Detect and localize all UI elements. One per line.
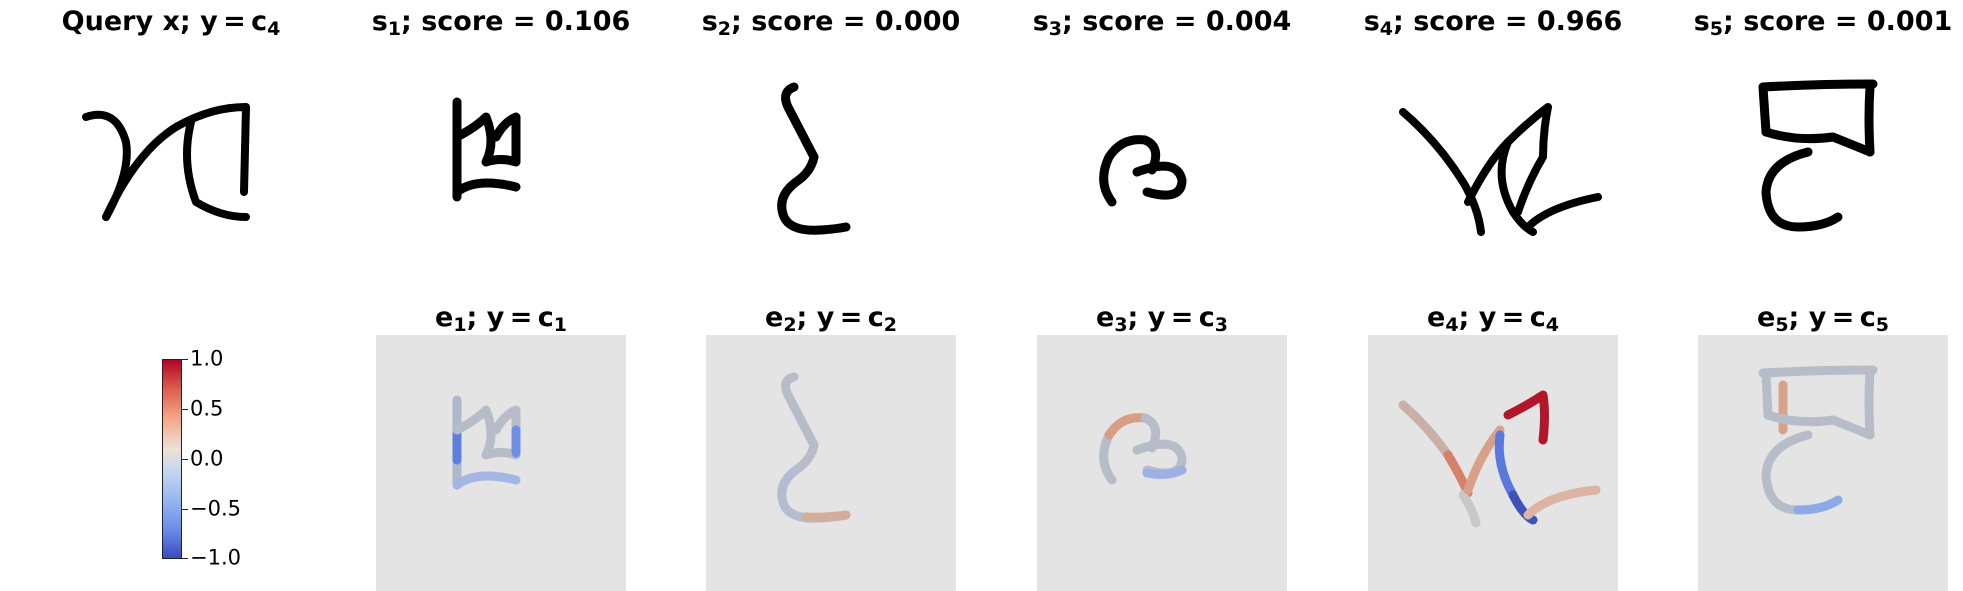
explanation-1-e-sub: 1 (453, 314, 467, 336)
support-4-score: ; score = 0.966 (1393, 6, 1623, 37)
support-2-glyph-image (777, 82, 851, 235)
query-title-sub: 4 (267, 18, 281, 40)
explanation-5-heatmap (1698, 335, 1948, 591)
colorbar (162, 359, 182, 559)
explanation-5-y: ; y = c (1788, 302, 1876, 333)
support-4-title: s4; score = 0.966 (1364, 8, 1623, 39)
support-2-title: s2; score = 0.000 (702, 8, 961, 39)
support-4-s: s (1363, 6, 1380, 37)
support-3-s-sub: 3 (1048, 18, 1063, 40)
explanation-5-e: e (1757, 302, 1776, 333)
support-5-s: s (1693, 6, 1710, 37)
explanation-3-y-sub: 3 (1214, 314, 1228, 336)
query-title-text: Query x; y = c (61, 6, 268, 37)
explanation-2-y: ; y = c (796, 302, 884, 333)
colorbar-tick-label: −0.5 (190, 496, 241, 521)
support-1-score: ; score = 0.106 (401, 6, 631, 37)
explanation-2-e: e (765, 302, 784, 333)
support-4-glyph-image (1399, 103, 1602, 236)
explanation-4-y: ; y = c (1458, 302, 1546, 333)
explanation-4-heatmap (1368, 335, 1618, 591)
explanation-1-y-sub: 1 (553, 314, 567, 336)
colorbar-tick-label: 0.5 (190, 396, 224, 421)
explanation-3-title: e3; y = c3 (1096, 304, 1228, 335)
colorbar-tick-label: 0.0 (190, 446, 224, 471)
explanation-3-e: e (1096, 302, 1115, 333)
query-glyph-image (82, 103, 250, 221)
explanation-4-y-sub: 4 (1545, 314, 1559, 336)
support-2-s-sub: 2 (717, 18, 732, 40)
colorbar-tick (182, 359, 188, 360)
explanation-2-title: e2; y = c2 (765, 304, 897, 335)
support-4-s-sub: 4 (1379, 18, 1394, 40)
explanation-2-y-sub: 2 (883, 314, 897, 336)
explanation-4-title: e4; y = c4 (1427, 304, 1559, 335)
colorbar-tick-label: 1.0 (190, 346, 224, 371)
support-3-score: ; score = 0.004 (1062, 6, 1292, 37)
support-5-title: s5; score = 0.001 (1694, 8, 1953, 39)
explanation-2-e-sub: 2 (783, 314, 797, 336)
support-1-s: s (371, 6, 388, 37)
explanation-1-title: e1; y = c1 (435, 304, 567, 335)
support-3-glyph-image (1099, 135, 1187, 207)
explanation-1-heatmap (376, 335, 626, 591)
support-1-s-sub: 1 (387, 18, 402, 40)
explanation-5-y-sub: 5 (1875, 314, 1889, 336)
support-5-s-sub: 5 (1709, 18, 1724, 40)
explanation-5-title: e5; y = c5 (1757, 304, 1889, 335)
explanation-2-heatmap (706, 335, 956, 591)
explanation-4-e: e (1427, 302, 1446, 333)
support-2-s: s (701, 6, 718, 37)
colorbar-tick (182, 509, 188, 510)
colorbar-tick (182, 409, 188, 410)
explanation-5-e-sub: 5 (1775, 314, 1789, 336)
explanation-1-e: e (435, 302, 454, 333)
support-1-title: s1; score = 0.106 (372, 8, 631, 39)
explanation-1-y: ; y = c (466, 302, 554, 333)
explanation-3-heatmap (1037, 335, 1287, 591)
support-3-s: s (1032, 6, 1049, 37)
explanation-3-e-sub: 3 (1114, 314, 1128, 336)
query-title: Query x; y = c4 (62, 8, 281, 39)
support-3-title: s3; score = 0.004 (1033, 8, 1292, 39)
explanation-3-y: ; y = c (1127, 302, 1215, 333)
explanation-4-e-sub: 4 (1445, 314, 1459, 336)
support-5-glyph-image (1758, 79, 1878, 232)
colorbar-tick-label: −1.0 (190, 545, 241, 570)
colorbar-tick (182, 558, 188, 559)
support-5-score: ; score = 0.001 (1723, 6, 1953, 37)
support-2-score: ; score = 0.000 (731, 6, 961, 37)
support-1-glyph-image (452, 97, 521, 202)
colorbar-tick (182, 459, 188, 460)
